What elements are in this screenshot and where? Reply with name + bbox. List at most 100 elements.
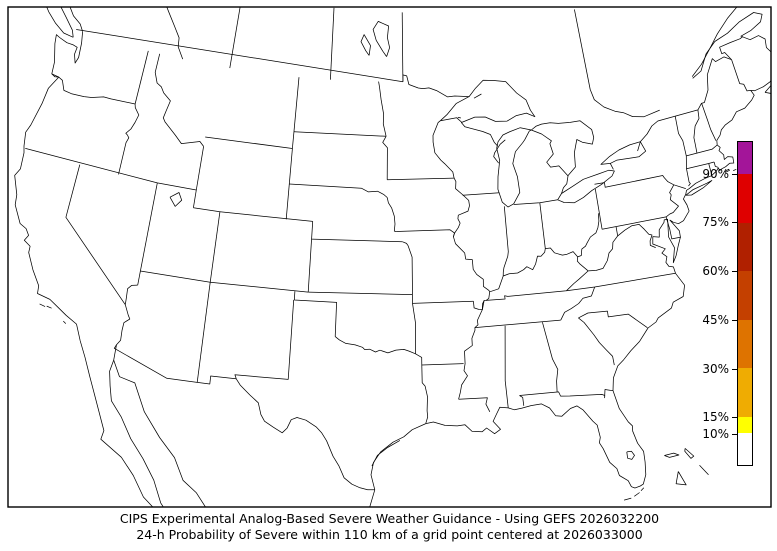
map-ok-panhandle-tx xyxy=(293,291,337,337)
map-niagara-river xyxy=(609,163,614,170)
map-st-clair-river xyxy=(561,175,569,194)
map-tn-s-35n xyxy=(474,319,561,328)
map-sd-ne-border xyxy=(289,183,388,198)
map-md-va-potomac xyxy=(617,224,656,248)
map-az-nm-border xyxy=(196,282,211,383)
map-id-mt-border xyxy=(154,53,204,147)
map-tx-la-border xyxy=(421,364,429,424)
map-mn-wi-border xyxy=(432,120,455,179)
map-bc-ab-border xyxy=(166,7,184,60)
colorbar-tick-label: 15% xyxy=(702,410,729,424)
map-nm-mexico-bootheel xyxy=(113,344,237,385)
map-ar-la-33n xyxy=(421,363,464,366)
map-co-s-37n xyxy=(210,281,309,293)
map-abaco-island xyxy=(684,448,695,459)
map-ar-ok-tx-border xyxy=(412,294,423,366)
map-lake-ontario xyxy=(600,141,647,165)
map-us-canada-49n xyxy=(76,29,403,83)
map-gaspe-nb-coast xyxy=(692,12,771,92)
map-ca-az-colorado-river xyxy=(116,304,131,345)
map-al-ga-border xyxy=(542,322,559,393)
map-lake-okeechobee xyxy=(626,450,635,460)
map-wa-or-border xyxy=(51,73,136,105)
map-wv-ky-big-sandy xyxy=(576,256,589,272)
map-nv-ut-border xyxy=(137,182,158,286)
map-great-salt-lake xyxy=(169,192,183,207)
map-wy-e-border xyxy=(285,148,293,220)
map-ut-wy-w xyxy=(193,189,197,208)
map-on-qc-border xyxy=(574,9,660,118)
map-nantucket xyxy=(733,168,737,171)
map-marthas-vineyard xyxy=(724,168,730,173)
map-us-canada-mn-border xyxy=(402,74,470,98)
colorbar-segment-10-15 xyxy=(738,416,752,433)
map-andros-island xyxy=(675,471,687,486)
colorbar-segment-0-10 xyxy=(738,432,752,465)
map-pacific-coast xyxy=(14,31,83,341)
map-ut-az-37n xyxy=(140,270,211,283)
map-ia-mo-border xyxy=(396,229,455,237)
map-ct-ri-border xyxy=(708,163,712,175)
map-vancouver-island xyxy=(46,7,74,38)
map-nd-mn-red-river xyxy=(378,81,387,137)
map-mississippi-river xyxy=(453,177,491,400)
map-mexico-gulf-coast xyxy=(369,489,376,507)
probability-colorbar xyxy=(737,141,753,466)
map-pa-ny-border xyxy=(594,175,674,188)
colorbar-tick-mark xyxy=(732,434,737,435)
map-st-lawrence-north-shore xyxy=(691,7,738,77)
map-lake-michigan xyxy=(496,127,532,208)
colorbar-segment-45-60 xyxy=(738,271,752,320)
map-ks-ok-37n xyxy=(308,291,413,295)
map-co-e-border xyxy=(307,221,314,293)
colorbar-tick-mark xyxy=(732,271,737,272)
map-in-oh-border xyxy=(539,202,546,249)
map-baja-california xyxy=(79,340,164,507)
map-green-bay xyxy=(493,139,506,164)
map-mexico-west-coast xyxy=(113,359,206,507)
map-ga-sc-savannah xyxy=(578,317,615,366)
figure-title-block: CIPS Experimental Analog-Based Severe We… xyxy=(8,511,771,543)
map-il-in-border xyxy=(502,206,509,277)
map-il-wi-42_5 xyxy=(462,192,500,196)
map-ut-n-42n xyxy=(157,182,197,191)
map-mb-on-border xyxy=(401,12,404,82)
map-ia-ne-missouri-river xyxy=(386,197,397,232)
map-ne-ks-40n xyxy=(311,238,403,243)
map-ut-co-border xyxy=(209,211,221,283)
map-sk-mb-border xyxy=(330,7,335,80)
map-md-w-border xyxy=(615,226,619,236)
map-florida-keys-3 xyxy=(623,497,632,501)
colorbar-segment-60-75 xyxy=(738,222,752,272)
colorbar-tick-label: 60% xyxy=(702,264,729,278)
map-ri-ma-border xyxy=(713,161,719,168)
map-long-island xyxy=(685,180,713,196)
map-bc-coast xyxy=(69,7,83,32)
map-ms-al-border xyxy=(504,325,509,408)
map-wi-mi-border xyxy=(460,122,499,147)
map-ny-nj-border xyxy=(673,184,686,189)
map-border-st-lawrence xyxy=(637,56,732,152)
map-ohio-river xyxy=(489,212,600,293)
colorbar-tick-mark xyxy=(732,417,737,418)
figure-title-line-2: 24-h Probability of Severe within 110 km… xyxy=(136,527,643,542)
map-mn-ia-43_5 xyxy=(387,177,455,181)
map-border-maine-nb xyxy=(731,59,751,92)
map-mt-nd-sd-104w xyxy=(292,77,300,149)
map-ny-ma-ct-border xyxy=(685,155,691,187)
map-pa-md-mason-dixon xyxy=(602,216,667,230)
colorbar-tick-mark xyxy=(732,369,737,370)
map-lake-superior xyxy=(440,79,536,123)
colorbar-segment-15-30 xyxy=(738,368,752,417)
colorbar-tick-label: 75% xyxy=(702,215,729,229)
map-frame-border xyxy=(7,6,772,508)
colorbar-segment-30-45 xyxy=(738,319,752,369)
map-vt-nh-connecticut-river xyxy=(693,109,700,154)
colorbar-tick-label: 45% xyxy=(702,313,729,327)
map-isle-royale xyxy=(473,93,482,99)
colorbar-tick-label: 90% xyxy=(702,167,729,181)
map-florida-keys-2 xyxy=(634,492,640,497)
